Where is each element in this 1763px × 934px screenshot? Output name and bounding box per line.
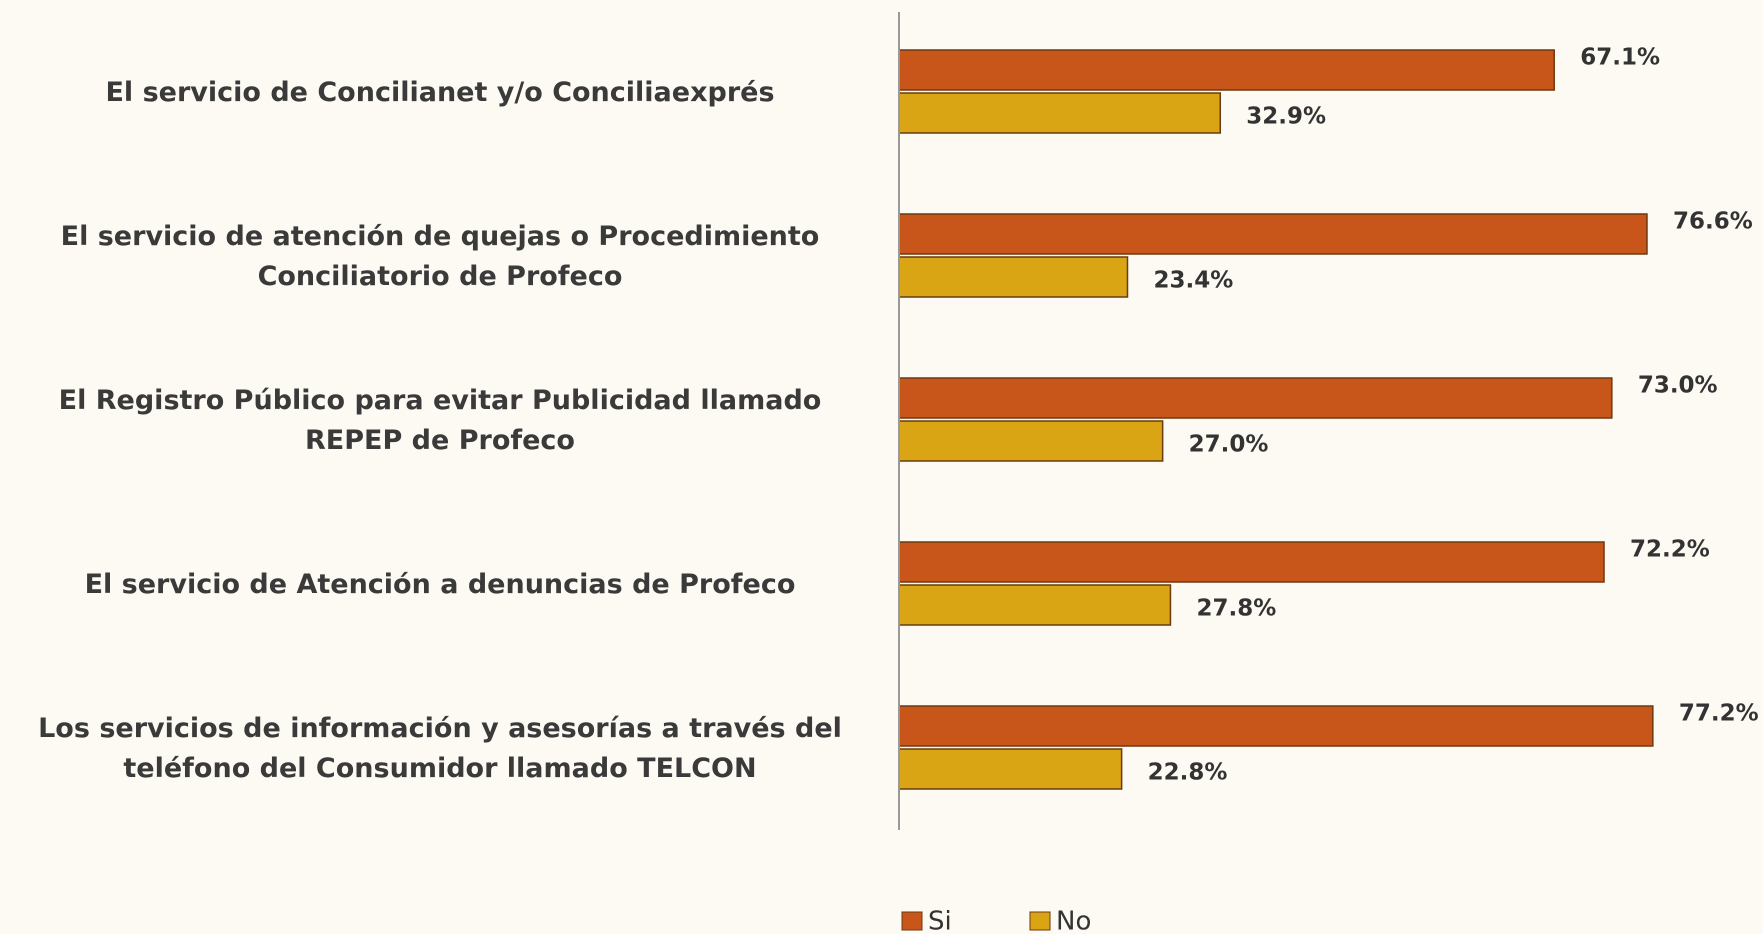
value-label: 76.6% <box>1673 209 1753 235</box>
bar <box>898 213 1648 255</box>
category-label: El servicio de atención de quejas o Proc… <box>60 221 820 292</box>
category-label: Los servicios de información y asesorías… <box>38 713 842 784</box>
bar <box>898 49 1555 91</box>
legend-label: No <box>1056 907 1091 934</box>
value-label: 73.0% <box>1638 373 1718 399</box>
value-label: 27.8% <box>1196 596 1276 622</box>
bar <box>898 420 1164 462</box>
legend-swatch <box>901 911 923 931</box>
bar <box>898 256 1129 298</box>
value-label: 27.0% <box>1189 432 1269 458</box>
legend-label: Si <box>928 907 952 934</box>
legend-swatch <box>1029 911 1051 931</box>
category-label: El servicio de Atención a denuncias de P… <box>84 569 796 600</box>
value-label: 32.9% <box>1246 104 1326 130</box>
category-label: El Registro Público para evitar Publicid… <box>58 385 822 456</box>
value-label: 23.4% <box>1153 268 1233 294</box>
bar <box>898 377 1613 419</box>
category-label: El servicio de Concilianet y/o Conciliae… <box>105 77 775 108</box>
value-label: 22.8% <box>1148 760 1228 786</box>
bar <box>898 705 1654 747</box>
value-label: 77.2% <box>1679 701 1759 727</box>
bar <box>898 541 1605 583</box>
value-label: 67.1% <box>1580 45 1660 71</box>
bar <box>898 584 1172 626</box>
bar <box>898 748 1123 790</box>
value-label: 72.2% <box>1630 537 1710 563</box>
bar <box>898 92 1222 134</box>
